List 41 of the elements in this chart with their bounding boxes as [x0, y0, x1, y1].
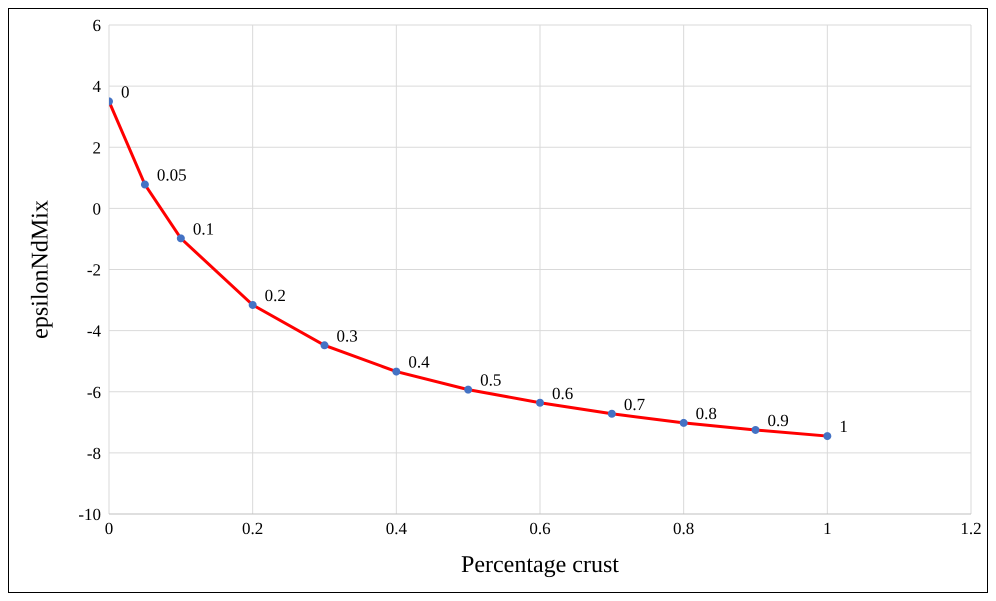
x-axis-title: Percentage crust — [461, 552, 620, 578]
annotation: 0.8 — [696, 404, 717, 423]
x-tick-label: 0 — [104, 519, 114, 538]
annotation: 0.4 — [408, 352, 430, 372]
x-tick-label: 0.4 — [386, 519, 408, 538]
point — [320, 341, 328, 350]
point — [752, 426, 760, 434]
annotation: 0.9 — [768, 410, 789, 430]
annotation: 0.05 — [156, 166, 187, 185]
point — [536, 398, 544, 407]
annotation: 0.7 — [624, 394, 646, 414]
point — [823, 432, 832, 440]
point — [248, 300, 257, 309]
point — [392, 368, 400, 376]
annotation: 0.1 — [192, 219, 214, 238]
point — [140, 180, 149, 189]
y-tick-label: -10 — [78, 505, 101, 524]
y-axis-title: epsilonNdMix — [28, 200, 54, 339]
y-tick-label: -6 — [86, 382, 101, 402]
point — [464, 386, 472, 394]
y-tick-label: -4 — [86, 322, 102, 341]
x-tick-label: 0.8 — [673, 519, 694, 538]
x-tick-label: 1 — [823, 519, 832, 538]
annotation: 1 — [839, 417, 848, 436]
annotation: 0.5 — [480, 370, 502, 390]
y-tick-label: -2 — [86, 260, 101, 280]
y-tick-label: -8 — [86, 444, 101, 463]
point — [176, 234, 185, 242]
y-tick-label: 6 — [92, 16, 101, 36]
annotation: 0.2 — [264, 286, 286, 305]
annotation: 0.6 — [552, 384, 574, 403]
y-tick-label: 4 — [92, 77, 102, 96]
x-tick-label: 0.2 — [242, 519, 264, 538]
x-tick-label: 0.6 — [529, 519, 551, 538]
y-tick-label: 2 — [92, 138, 101, 158]
y-tick-label: 0 — [92, 199, 101, 218]
point — [608, 410, 616, 418]
annotation: 0.3 — [336, 326, 358, 346]
x-tick-label: 1.2 — [960, 519, 982, 538]
annotation: 0 — [121, 82, 130, 102]
point — [680, 418, 688, 427]
